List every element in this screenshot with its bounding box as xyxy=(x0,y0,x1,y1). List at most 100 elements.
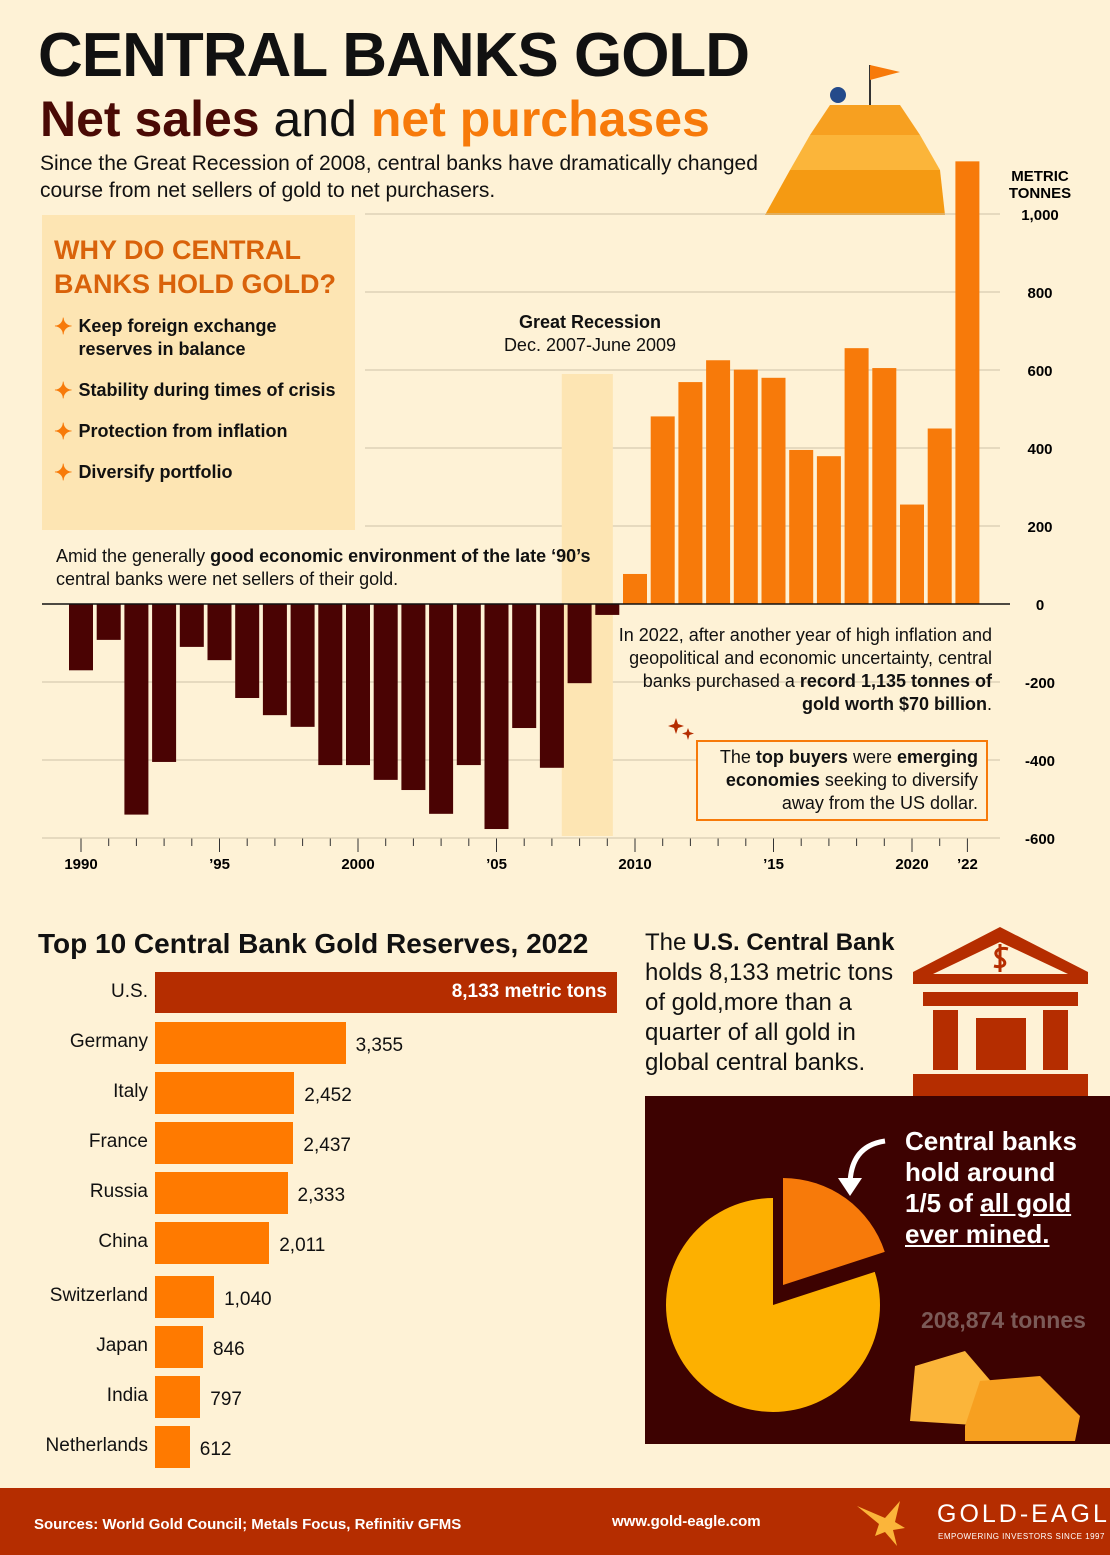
sparkle-icon: ✦ xyxy=(54,460,73,485)
bar-2019 xyxy=(872,368,897,604)
reserve-value: 3,355 xyxy=(355,1035,404,1056)
pie-slice-other xyxy=(666,1198,880,1412)
subtitle-purchases: net purchases xyxy=(370,91,710,147)
reserve-label: China xyxy=(98,1231,148,1252)
bar-1997 xyxy=(262,604,287,716)
reserve-value: 1,040 xyxy=(224,1289,272,1310)
reserve-value: 2,011 xyxy=(279,1235,326,1256)
pie-slice-central-banks xyxy=(783,1178,885,1285)
reserve-label: Russia xyxy=(89,1181,148,1202)
reserve-bar xyxy=(155,1072,295,1114)
reserve-value: 2,437 xyxy=(303,1135,351,1156)
x-tick-label: ’15 xyxy=(763,856,784,873)
total-gold-mined: 208,874 tonnes xyxy=(921,1307,1086,1333)
reserves-title: Top 10 Central Bank Gold Reserves, 2022 xyxy=(38,928,589,959)
why-item: ✦ Diversify portfolio xyxy=(54,461,343,484)
bar-2009 xyxy=(595,604,620,615)
recession-dates: Dec. 2007-June 2009 xyxy=(503,335,677,355)
bar-2007 xyxy=(539,604,564,768)
reserve-bar xyxy=(155,1122,294,1164)
reserve-value: 2,452 xyxy=(304,1085,352,1106)
why-item: ✦ Stability during times of crisis xyxy=(54,379,343,402)
recession-title: Great Recession xyxy=(518,312,662,332)
footer: Sources: World Gold Council; Metals Focu… xyxy=(0,1488,1110,1555)
y-tick-label: 600 xyxy=(1027,363,1052,380)
gold-mined-pie xyxy=(666,1138,1080,1441)
why-item-text: Protection from inflation xyxy=(78,421,288,441)
t: were xyxy=(847,747,897,767)
record-2022-note: In 2022, after another year of high infl… xyxy=(618,625,992,714)
y-tick-label: 800 xyxy=(1027,285,1052,302)
sources: Sources: World Gold Council; Metals Focu… xyxy=(34,1516,462,1533)
t: The xyxy=(645,929,694,956)
bar-2021 xyxy=(927,428,952,604)
y-tick-label: 1,000 xyxy=(1021,207,1059,224)
bar-2010 xyxy=(623,573,647,604)
reserve-bar xyxy=(155,1276,215,1318)
t: hold around xyxy=(905,1157,1056,1187)
reserve-label: France xyxy=(88,1131,148,1152)
t: U.S. Central Bank xyxy=(693,929,895,956)
why-item: ✦ Keep foreign exchange reserves in balan… xyxy=(54,315,343,361)
bar-2016 xyxy=(789,449,814,604)
bank-building-icon xyxy=(913,927,1088,1096)
reserve-value: 846 xyxy=(213,1339,245,1360)
sparkle-icon xyxy=(668,718,694,740)
t: Amid the generally xyxy=(56,546,211,566)
intro-text: Since the Great Recession of 2008, centr… xyxy=(40,152,758,202)
x-tick-label: 2010 xyxy=(618,856,651,873)
x-tick-label: 1990 xyxy=(64,856,97,873)
bar-1994 xyxy=(179,604,204,647)
y-axis-label: METRIC TONNES xyxy=(1009,168,1071,202)
bar-1993 xyxy=(152,604,177,762)
bar-2001 xyxy=(373,604,398,780)
gold-nuggets-icon xyxy=(910,1351,1080,1441)
t: 1,135 tonnes of gold worth $70 billion xyxy=(801,671,992,714)
bar-2015 xyxy=(761,377,786,604)
why-item-text: Keep foreign exchange reserves in balanc… xyxy=(78,316,277,359)
website-link[interactable]: www.gold-eagle.com xyxy=(612,1513,761,1530)
why-item: ✦ Protection from inflation xyxy=(54,420,343,443)
reserve-bar xyxy=(155,1222,270,1264)
reserve-value: 8,133 metric tons xyxy=(451,981,607,1002)
bar-2003 xyxy=(429,604,454,814)
bar-1996 xyxy=(235,604,260,698)
reserve-bar xyxy=(155,1172,288,1214)
us-bank-note: The U.S. Central Bank holds 8,133 metric… xyxy=(645,928,903,1078)
t: good economic environment of the late ‘9… xyxy=(210,546,591,566)
why-item-text: Stability during times of crisis xyxy=(78,380,336,400)
reserve-label: Germany xyxy=(69,1031,148,1052)
reserve-bar xyxy=(155,1022,346,1064)
page-subtitle: Net sales and net purchases xyxy=(40,92,710,146)
subtitle-and: and xyxy=(273,91,357,147)
reserve-label: Netherlands xyxy=(45,1435,148,1456)
sparkle-icon: ✦ xyxy=(54,378,73,403)
t: 1/5 of xyxy=(905,1188,981,1218)
why-heading: WHY DO CENTRAL BANKS HOLD GOLD? xyxy=(54,235,336,299)
bar-1995 xyxy=(207,604,232,661)
why-item-text: Diversify portfolio xyxy=(78,462,233,482)
t: In 2022, after another year of high infl… xyxy=(618,625,992,691)
why-hold-gold-panel: WHY DO CENTRAL BANKS HOLD GOLD? ✦ Keep fo… xyxy=(42,215,355,530)
t: central banks were net sellers of their … xyxy=(56,569,399,589)
bar-2013 xyxy=(706,360,731,604)
recession-note: Great Recession Dec. 2007-June 2009 xyxy=(460,311,720,357)
t: all gold xyxy=(980,1188,1072,1218)
y-tick-label: 400 xyxy=(1027,441,1052,458)
reserve-bar xyxy=(155,972,617,1013)
x-tick-label: 2020 xyxy=(895,856,928,873)
y-tick-label: -600 xyxy=(1025,831,1055,848)
reserve-label: U.S. xyxy=(111,981,148,1002)
reserve-bar xyxy=(155,1326,204,1368)
x-tick-label: ’22 xyxy=(957,856,978,873)
bar-2014 xyxy=(733,369,758,604)
bar-1990 xyxy=(69,604,93,671)
reserve-label: India xyxy=(106,1385,148,1406)
reserve-value: 797 xyxy=(210,1389,242,1410)
top-buyers-callout: The top buyers were emerging economies s… xyxy=(696,740,988,821)
reserve-label: Italy xyxy=(113,1081,148,1102)
t: emerging economies xyxy=(725,747,978,790)
t: top buyers xyxy=(755,747,848,767)
pie-note: Central banks hold around 1/5 of all gold e… xyxy=(905,1126,1077,1250)
